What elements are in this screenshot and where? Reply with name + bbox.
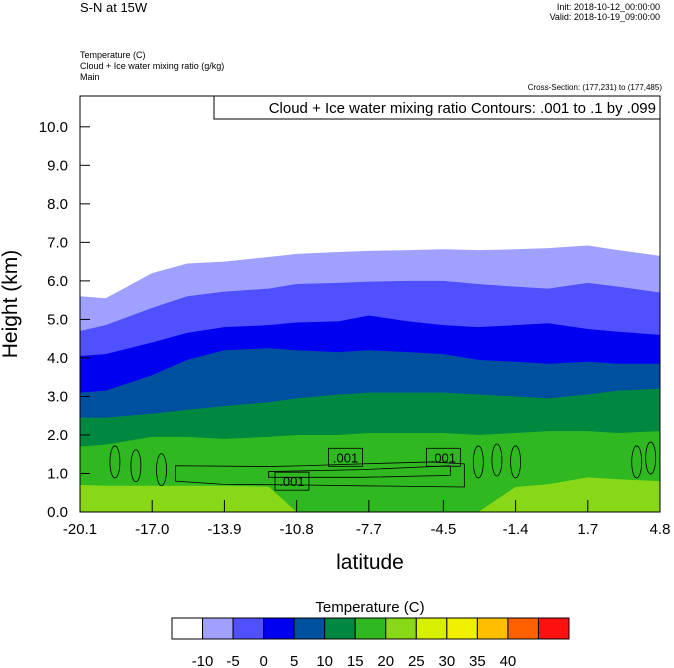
cloud-ice-contours: .001 .001 .001 [109,441,657,491]
y-tick-label: 8.0 [47,196,68,213]
colorbar-label: -10 [192,653,214,668]
colorbar-label: 0 [259,653,267,668]
cloud-contour-inner [268,465,451,478]
x-tick-label: -1.4 [503,521,529,538]
cloud-contour-cell [130,449,142,483]
y-tick-label: 1.0 [47,465,68,482]
plot-title: S-N at 15W [80,0,148,15]
y-tick-label: 0.0 [47,504,68,521]
colorbar-label: 15 [347,653,364,668]
colorbar-label: -5 [226,653,239,668]
cloud-contour-cell [491,443,503,477]
y-axis-title: Height (km) [0,250,22,359]
x-tick-label: -7.7 [356,521,382,538]
temperature-band-7 [80,477,660,512]
contour-label: .001 [431,450,456,465]
field-cloud-ice: Cloud + Ice water mixing ratio (g/kg) [80,61,225,71]
colorbar-swatch [476,617,509,640]
contour-label: .001 [333,450,358,465]
colorbar: -10 -5 0 5 10 15 20 25 30 35 40 [171,617,570,668]
contour-label-box [274,471,310,491]
contour-info-text: Cloud + Ice water mixing ratio Contours:… [269,100,656,117]
colorbar-label: 10 [316,653,333,668]
y-tick-label: 2.0 [47,427,68,444]
x-tick-label: -10.8 [280,521,314,538]
temperature-bands [80,245,660,512]
colorbar-title: Temperature (C) [315,599,424,616]
colorbar-swatch [293,617,326,640]
colorbar-swatch [354,617,387,640]
x-tick-label: -20.1 [63,521,97,538]
x-tick-label: -13.9 [207,521,241,538]
x-axis: -20.1 -17.0 -13.9 -10.8 -7.7 -4.5 -1.4 1.7 4.8 [63,500,671,538]
x-tick-label: 1.7 [577,521,598,538]
y-tick-label: 9.0 [47,157,68,174]
contour-label-box [425,447,461,467]
colorbar-swatch [507,617,539,640]
colorbar-swatch [324,617,356,640]
cloud-contour-cell [109,445,121,479]
colorbar-label: 20 [377,653,394,668]
y-tick-label: 10.0 [39,119,68,136]
colorbar-label: 25 [408,653,425,668]
colorbar-swatch [385,617,417,640]
colorbar-label: 40 [500,653,517,668]
x-tick-label: 4.8 [650,521,671,538]
colorbar-swatch [232,617,265,640]
colorbar-label: 30 [439,653,456,668]
cloud-contour-cell [645,441,657,475]
field-temperature: Temperature (C) [80,50,146,60]
colorbar-swatch [537,617,570,640]
plot-area: .001 .001 .001 [80,96,660,512]
x-tick-label: -17.0 [135,521,169,538]
y-tick-label: 3.0 [47,388,68,405]
y-tick-label: 4.0 [47,350,68,367]
colorbar-label: 5 [290,653,298,668]
colorbar-label: 35 [469,653,486,668]
colorbar-swatch [171,617,204,640]
init-time: Init: 2018-10-12_00:00:00 [556,2,660,12]
contour-label: .001 [279,474,304,489]
cloud-contour-cell [510,445,521,479]
cloud-contour-main [175,461,465,488]
y-tick-label: 5.0 [47,311,68,328]
y-axis: 0.0 1.0 2.0 3.0 4.0 5.0 6.0 7.0 8.0 9.0 10.0 [39,119,90,521]
cloud-contour-cell [472,445,484,479]
colorbar-swatch [415,617,448,640]
valid-time: Valid: 2018-10-19_09:00:00 [549,12,660,22]
contour-label-box [328,447,363,467]
y-tick-label: 6.0 [47,273,68,290]
x-tick-label: -4.5 [430,521,456,538]
colorbar-swatch [263,617,295,640]
cross-section-info: Cross-Section: (177,231) to (177,485) [527,83,662,92]
field-main: Main [80,72,100,82]
y-tick-label: 7.0 [47,234,68,251]
colorbar-swatch [202,617,234,640]
x-axis-title: latitude [336,551,404,574]
colorbar-swatch [446,617,478,640]
cloud-contour-cell [631,445,643,479]
cloud-contour-cell [156,453,167,487]
contour-info-box [213,95,661,120]
